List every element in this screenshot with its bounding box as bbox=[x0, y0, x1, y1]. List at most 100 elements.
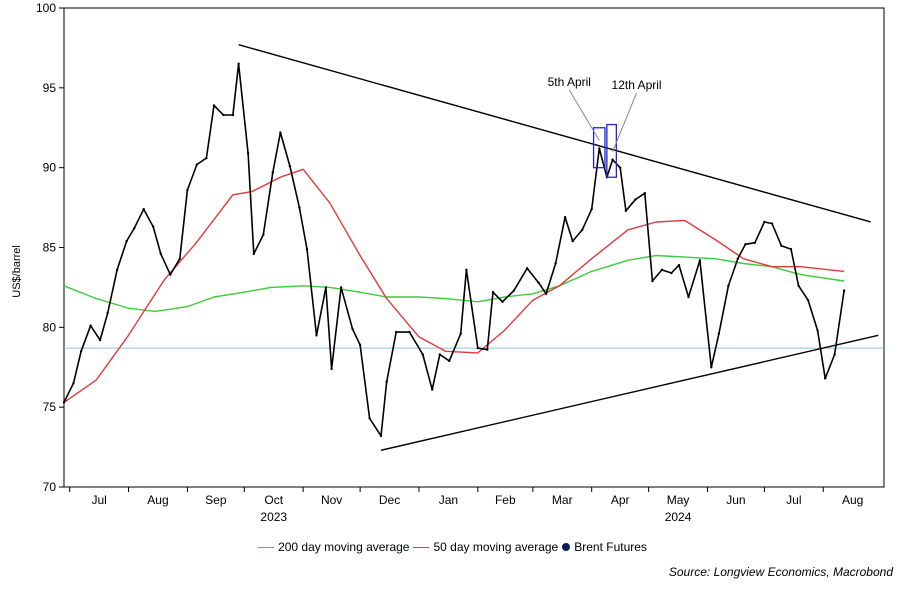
brent-point bbox=[195, 163, 199, 166]
annotation-leader bbox=[612, 92, 638, 152]
annotation-leader bbox=[568, 89, 600, 141]
brent-point bbox=[79, 350, 83, 353]
brent-point bbox=[288, 164, 292, 168]
brent-point bbox=[687, 295, 690, 299]
y-tick-label: 85 bbox=[43, 241, 57, 255]
x-tick-label: Jul bbox=[91, 493, 106, 507]
brent-point bbox=[763, 220, 766, 224]
x-tick-label: Aug bbox=[842, 493, 863, 507]
year-label: 2023 bbox=[260, 510, 287, 524]
brent-point bbox=[133, 227, 136, 230]
legend-label-ma50: 50 day moving average bbox=[433, 540, 559, 554]
brent-point bbox=[169, 273, 172, 276]
brent-point bbox=[89, 324, 92, 327]
brent-point bbox=[465, 268, 468, 272]
legend-item-ma50: 50 day moving average bbox=[413, 540, 558, 554]
series-brent-line bbox=[63, 63, 845, 437]
trendline-upper bbox=[238, 44, 871, 223]
brent-point bbox=[339, 286, 343, 289]
brent-point bbox=[438, 353, 442, 356]
brent-point bbox=[501, 300, 504, 303]
x-tick-label: Feb bbox=[495, 493, 516, 507]
plot-frame bbox=[63, 7, 885, 488]
brent-point bbox=[770, 222, 774, 225]
brent-point bbox=[324, 286, 328, 289]
x-tick-label: Nov bbox=[321, 493, 342, 507]
brent-point bbox=[298, 206, 301, 209]
brent-point bbox=[351, 327, 354, 331]
brent-point bbox=[537, 281, 540, 284]
y-tick-label: 70 bbox=[43, 480, 57, 494]
brent-point bbox=[486, 348, 489, 351]
brent-point bbox=[525, 267, 529, 270]
brent-point bbox=[231, 113, 235, 117]
brent-point bbox=[643, 192, 647, 195]
y-tick-label: 80 bbox=[43, 320, 57, 334]
x-tick-label: Oct bbox=[264, 493, 283, 507]
x-tick-label: Apr bbox=[611, 493, 630, 507]
brent-point bbox=[660, 268, 664, 272]
brent-point bbox=[590, 207, 593, 211]
brent-point bbox=[670, 271, 673, 275]
legend-swatch-ma200 bbox=[258, 546, 275, 548]
x-tick-label: Jun bbox=[726, 493, 745, 507]
x-tick-label: Jul bbox=[786, 493, 801, 507]
legend-swatch-ma50 bbox=[413, 546, 430, 548]
brent-point bbox=[330, 367, 333, 371]
brent-point bbox=[431, 388, 434, 391]
brent-point bbox=[634, 198, 637, 201]
brent-point bbox=[186, 188, 189, 192]
legend-item-ma200: 200 day moving average bbox=[258, 540, 409, 554]
brent-point bbox=[563, 215, 567, 219]
trendline-lower bbox=[380, 334, 879, 451]
brent-point bbox=[823, 377, 827, 380]
brent-point bbox=[262, 233, 265, 236]
y-tick-label: 100 bbox=[36, 1, 56, 15]
brent-point bbox=[816, 329, 819, 332]
brent-point bbox=[789, 247, 793, 251]
brent-point bbox=[98, 338, 102, 342]
brent-point bbox=[178, 257, 181, 260]
brent-point bbox=[72, 382, 75, 385]
highlight-box bbox=[606, 123, 618, 178]
year-label: 2024 bbox=[665, 510, 692, 524]
brent-point bbox=[271, 171, 274, 174]
brent-point bbox=[677, 263, 681, 267]
brent-point bbox=[744, 243, 747, 246]
brent-point bbox=[394, 330, 398, 334]
legend-label-ma200: 200 day moving average bbox=[278, 540, 410, 554]
brent-point bbox=[698, 259, 702, 262]
brent-point bbox=[651, 279, 654, 283]
brent-point bbox=[115, 268, 119, 272]
brent-point bbox=[368, 417, 371, 420]
x-tick-label: May bbox=[667, 493, 690, 507]
brent-point bbox=[252, 252, 256, 256]
brent-point bbox=[237, 62, 240, 66]
y-axis-label: US$/barrel bbox=[11, 245, 23, 298]
brent-point bbox=[780, 244, 783, 248]
brent-point bbox=[833, 353, 836, 356]
y-tick-label: 75 bbox=[43, 400, 57, 414]
legend-swatch-brent bbox=[562, 543, 571, 551]
brent-point bbox=[62, 401, 66, 404]
brent-point bbox=[212, 104, 216, 107]
brent-point bbox=[710, 366, 713, 369]
x-tick-label: Sep bbox=[205, 493, 227, 507]
series-ma200-line bbox=[63, 254, 845, 313]
x-tick-label: Dec bbox=[379, 493, 400, 507]
brent-point bbox=[736, 257, 740, 260]
brent-point bbox=[159, 252, 163, 256]
brent-point bbox=[106, 311, 109, 315]
brent-point bbox=[279, 131, 282, 134]
brent-point bbox=[459, 332, 462, 335]
brent-point bbox=[305, 247, 309, 251]
brent-point bbox=[205, 156, 208, 160]
source-note: Source: Longview Economics, Macrobond bbox=[668, 565, 893, 579]
brent-point bbox=[797, 284, 800, 288]
brent-point bbox=[544, 292, 548, 296]
highlight-box bbox=[592, 127, 606, 169]
brent-point bbox=[571, 239, 574, 243]
brent-point bbox=[727, 284, 730, 288]
brent-point bbox=[512, 289, 516, 292]
